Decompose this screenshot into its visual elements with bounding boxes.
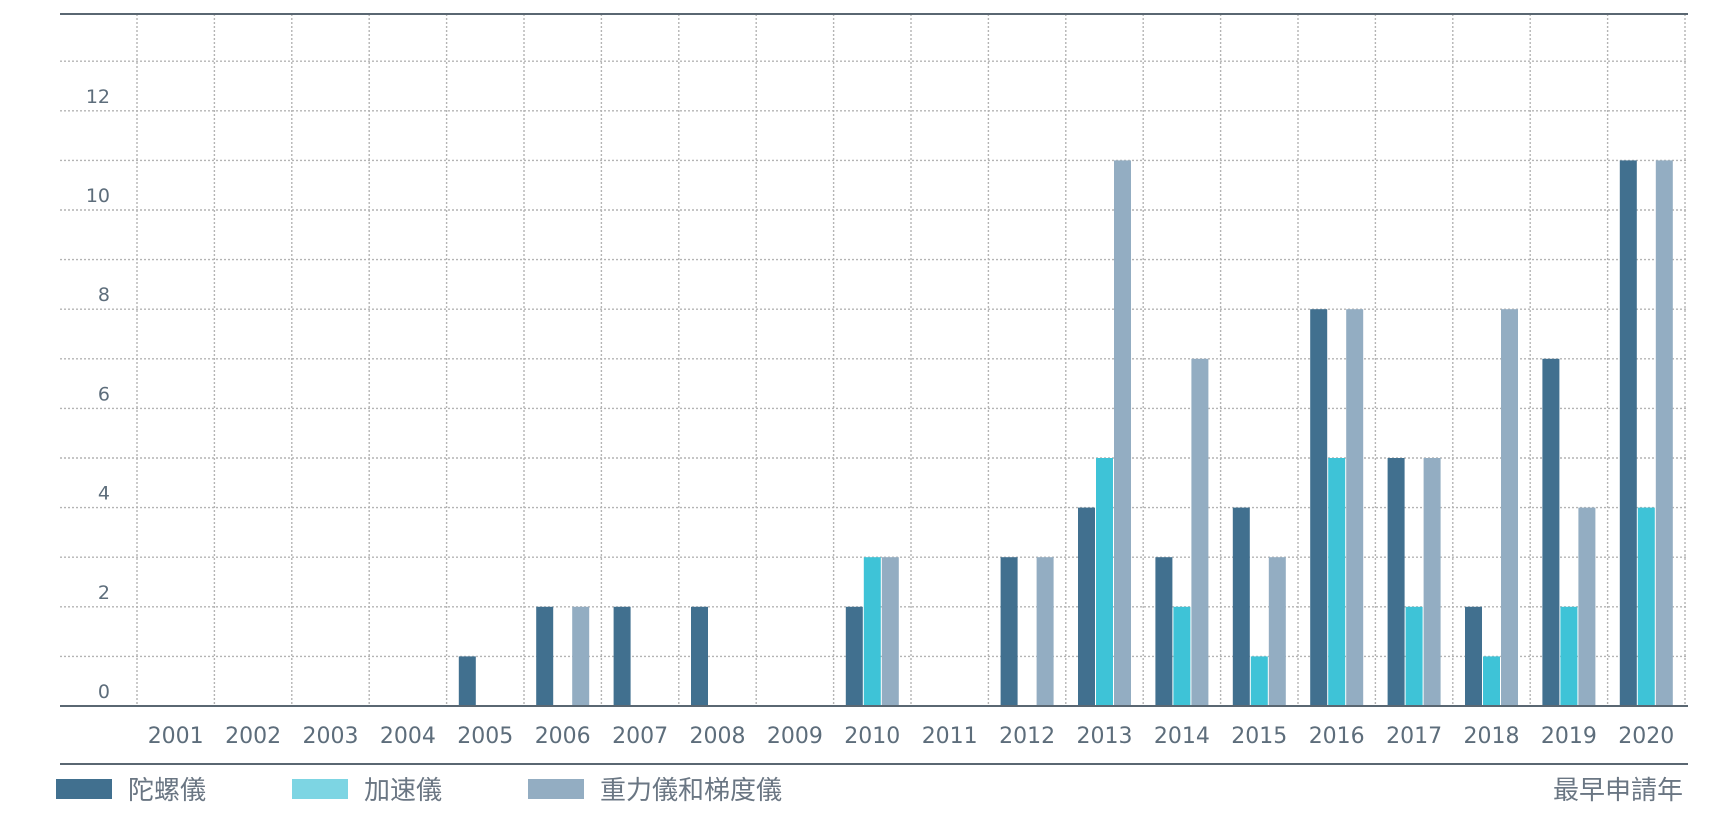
legend: 陀螺儀 加速儀 重力儀和梯度儀 最早申請年 — [0, 770, 1709, 820]
bar-2020-series-2 — [1655, 160, 1673, 706]
x-tick-label: 2012 — [999, 724, 1055, 749]
bar-2018-series-1 — [1483, 656, 1500, 706]
legend-swatch-gyroscope — [56, 778, 112, 799]
x-tick-label: 2007 — [612, 724, 668, 749]
bar-2020-series-0 — [1619, 160, 1637, 706]
y-tick-label: 12 — [86, 86, 110, 108]
x-tick-label: 2008 — [690, 724, 746, 749]
y-tick-label: 6 — [98, 383, 110, 405]
y-tick-label: 4 — [98, 483, 110, 505]
bar-2016-series-2 — [1346, 309, 1364, 706]
bar-2007-series-0 — [613, 606, 631, 706]
x-tick-label: 2002 — [225, 724, 281, 749]
bar-2013-series-1 — [1096, 458, 1113, 706]
x-tick-label: 2013 — [1077, 724, 1133, 749]
bar-2008-series-0 — [691, 606, 708, 706]
legend-item-gyroscope: 陀螺儀 — [56, 770, 206, 807]
bar-2013-series-0 — [1078, 507, 1095, 706]
bar-2012-series-2 — [1036, 557, 1054, 706]
legend-item-accelerometer: 加速儀 — [292, 770, 442, 807]
bar-2017-series-1 — [1405, 606, 1423, 706]
bar-2018-series-2 — [1501, 309, 1518, 706]
y-tick-label: 0 — [98, 681, 110, 703]
bar-2015-series-0 — [1232, 507, 1250, 706]
legend-item-gravimeter: 重力儀和梯度儀 — [528, 770, 782, 807]
bar-2005-series-0 — [458, 656, 476, 706]
y-tick-label: 2 — [98, 582, 110, 604]
bar-2014-series-1 — [1173, 606, 1191, 706]
bar-2015-series-2 — [1268, 557, 1286, 706]
bar-2016-series-1 — [1328, 458, 1346, 706]
legend-swatch-accelerometer — [292, 778, 348, 799]
y-tick-labels: 0 2 4 6 8 10 12 — [86, 86, 110, 703]
bars — [458, 160, 1673, 706]
y-tick-label: 10 — [86, 185, 110, 207]
x-tick-labels: 2001 2002 2003 2004 2005 2006 2007 2008 2009 2010… — [148, 724, 1675, 749]
y-tick-label: 8 — [98, 284, 110, 306]
legend-label-gyroscope: 陀螺儀 — [128, 776, 207, 806]
bar-2019-series-0 — [1542, 358, 1560, 706]
bar-2017-series-2 — [1423, 458, 1441, 706]
bar-2006-series-2 — [572, 606, 590, 706]
x-tick-label: 2015 — [1231, 724, 1287, 749]
axes — [60, 13, 1688, 765]
bar-2010-series-2 — [881, 557, 899, 706]
x-tick-label: 2018 — [1464, 724, 1520, 749]
bar-2016-series-0 — [1310, 309, 1328, 706]
legend-swatch-gravimeter — [528, 778, 584, 799]
bar-2020-series-1 — [1637, 507, 1655, 706]
bar-2010-series-1 — [863, 557, 881, 706]
x-tick-label: 2001 — [148, 724, 204, 749]
x-tick-label: 2004 — [380, 724, 436, 749]
bar-2006-series-0 — [536, 606, 554, 706]
bar-2010-series-0 — [845, 606, 863, 706]
bar-2014-series-2 — [1191, 358, 1209, 706]
x-tick-label: 2009 — [767, 724, 823, 749]
bar-2015-series-1 — [1250, 656, 1268, 706]
x-tick-label: 2005 — [457, 724, 513, 749]
x-tick-label: 2016 — [1309, 724, 1365, 749]
x-tick-label: 2010 — [844, 724, 900, 749]
bar-2019-series-1 — [1560, 606, 1578, 706]
x-tick-label: 2006 — [535, 724, 591, 749]
bar-2012-series-0 — [1000, 557, 1018, 706]
x-tick-label: 2017 — [1386, 724, 1442, 749]
x-tick-label: 2003 — [303, 724, 359, 749]
bar-2018-series-0 — [1465, 606, 1482, 706]
bar-2019-series-2 — [1578, 507, 1596, 706]
grid — [60, 14, 1688, 706]
x-tick-label: 2014 — [1154, 724, 1210, 749]
x-tick-label: 2020 — [1618, 724, 1674, 749]
bar-2017-series-0 — [1387, 458, 1405, 706]
x-tick-label: 2011 — [922, 724, 978, 749]
legend-label-accelerometer: 加速儀 — [364, 776, 443, 806]
x-axis-label: 最早申請年 — [1552, 776, 1683, 806]
bar-2014-series-0 — [1155, 557, 1173, 706]
legend-label-gravimeter: 重力儀和梯度儀 — [600, 776, 783, 806]
x-tick-label: 2019 — [1541, 724, 1597, 749]
bar-2013-series-2 — [1114, 160, 1131, 706]
